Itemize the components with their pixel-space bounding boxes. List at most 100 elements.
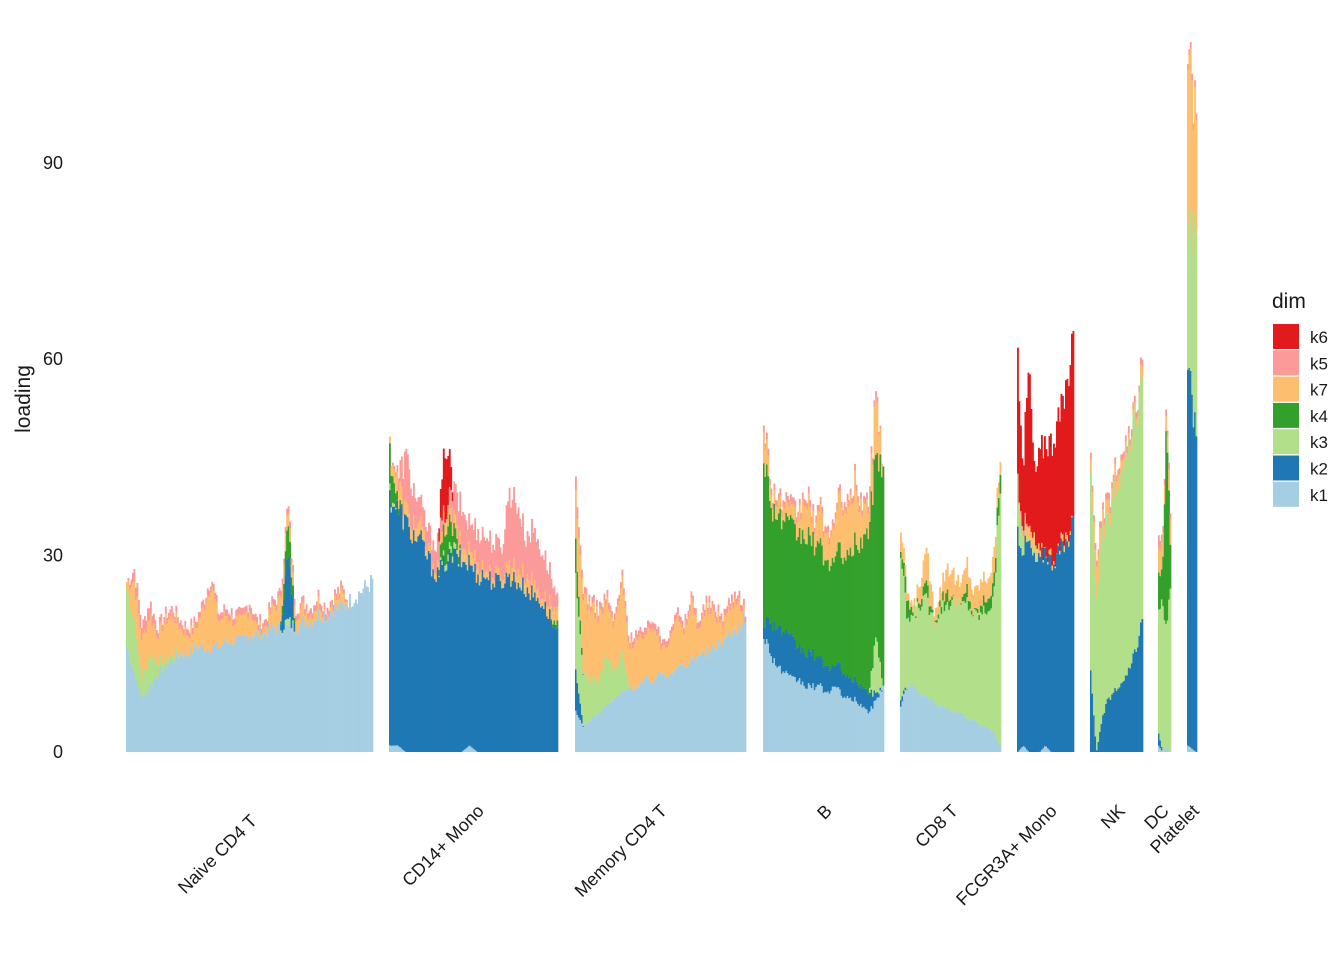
stacked-bar xyxy=(594,612,597,752)
bar-segment-k2 xyxy=(774,629,777,666)
bar-segment-k7 xyxy=(1105,500,1107,515)
stacked-bar xyxy=(483,537,486,752)
bar-segment-k5 xyxy=(1109,507,1112,514)
bar-segment-k7 xyxy=(638,637,640,687)
bar-segment-k7 xyxy=(1103,524,1106,538)
bar-segment-k5 xyxy=(687,610,690,618)
bar-segment-k1 xyxy=(852,701,855,752)
stacked-bar xyxy=(220,612,223,752)
bar-segment-k6 xyxy=(1060,393,1063,533)
stacked-bar xyxy=(815,515,818,752)
stacked-bar xyxy=(961,574,964,752)
stacked-bar xyxy=(313,605,315,752)
stacked-bar xyxy=(608,602,610,752)
bar-segment-k5 xyxy=(1090,452,1092,460)
bar-segment-k5 xyxy=(523,540,526,582)
bar-segment-k7 xyxy=(585,594,588,674)
stacked-bar xyxy=(864,497,867,752)
bar-segment-k7 xyxy=(245,612,248,636)
bar-segment-k1 xyxy=(578,717,580,752)
stacked-bar xyxy=(606,589,609,752)
bar-segment-k4 xyxy=(996,507,999,526)
bar-segment-k1 xyxy=(350,607,353,752)
bar-segment-k1 xyxy=(344,608,347,752)
bar-segment-k2 xyxy=(405,515,408,752)
legend-swatch xyxy=(1273,429,1299,455)
bar-segment-k5 xyxy=(203,604,206,611)
bar-segment-k7 xyxy=(858,511,861,553)
stacked-bar xyxy=(720,613,723,752)
bar-segment-k4 xyxy=(819,538,822,656)
bar-segment-k1 xyxy=(275,633,278,752)
stacked-bar xyxy=(996,487,999,752)
bar-segment-k7 xyxy=(347,608,350,610)
bar-segment-k5 xyxy=(695,608,697,615)
bar-segment-k4 xyxy=(942,591,945,601)
bar-segment-k3 xyxy=(627,684,630,692)
bar-segment-k1 xyxy=(910,685,913,752)
bar-segment-k7 xyxy=(960,582,963,604)
bar-segment-k7 xyxy=(798,505,801,528)
stacked-bar xyxy=(674,614,676,752)
bar-segment-k5 xyxy=(662,639,664,646)
bar-segment-k3 xyxy=(879,661,882,688)
bar-segment-k2 xyxy=(833,666,836,687)
bar-segment-k5 xyxy=(804,500,807,507)
stacked-bar xyxy=(988,576,991,752)
bar-segment-k7 xyxy=(224,616,227,643)
bar-segment-k5 xyxy=(149,601,152,615)
stacked-bar xyxy=(514,502,517,752)
bar-segment-k3 xyxy=(450,546,453,553)
stacked-bar xyxy=(418,497,421,752)
bar-segment-k4 xyxy=(878,471,880,658)
bar-segment-k2 xyxy=(785,629,788,671)
bar-segment-k1 xyxy=(130,665,133,752)
stacked-bar xyxy=(191,627,194,752)
bar-segment-k7 xyxy=(834,518,837,557)
bar-segment-k4 xyxy=(785,512,788,630)
bar-segment-k3 xyxy=(915,617,917,692)
bar-segment-k1 xyxy=(795,682,798,752)
stacked-bar xyxy=(1035,471,1037,752)
bar-segment-k2 xyxy=(414,540,417,752)
bar-segment-k1 xyxy=(716,650,718,752)
stacked-bar xyxy=(1054,447,1057,752)
bar-segment-k7 xyxy=(686,625,688,668)
bar-segment-k5 xyxy=(335,593,338,601)
legend-title: dim xyxy=(1272,290,1306,313)
stacked-bar xyxy=(774,500,777,752)
stacked-bar xyxy=(657,626,660,752)
bar-segment-k4 xyxy=(993,572,996,587)
bar-segment-k6 xyxy=(451,492,454,501)
stacked-bar xyxy=(650,623,652,752)
bar-segment-k5 xyxy=(591,596,594,604)
bar-segment-k7 xyxy=(343,594,345,604)
legend-label: k6 xyxy=(1310,328,1328,347)
bar-segment-k4 xyxy=(773,503,776,622)
bar-segment-k1 xyxy=(163,668,166,752)
bar-segment-k7 xyxy=(978,590,981,615)
bar-segment-k5 xyxy=(157,633,160,640)
bar-segment-k5 xyxy=(665,641,667,649)
stacked-bar xyxy=(982,571,985,752)
bar-segment-k3 xyxy=(621,650,624,691)
bar-segment-k3 xyxy=(445,564,448,571)
bar-segment-k5 xyxy=(169,609,172,616)
bar-segment-k1 xyxy=(827,691,830,752)
bar-segment-k1 xyxy=(355,599,357,752)
bar-segment-k1 xyxy=(913,683,916,752)
bar-segment-k4 xyxy=(804,543,807,657)
bar-segment-k2 xyxy=(813,660,816,691)
bar-segment-k2 xyxy=(444,571,447,752)
bar-segment-k1 xyxy=(157,677,160,752)
bar-segment-k5 xyxy=(190,618,193,626)
bar-segment-k7 xyxy=(581,577,583,648)
bar-segment-k7 xyxy=(229,621,232,645)
stacked-bar xyxy=(194,621,197,752)
stacked-bar xyxy=(689,604,691,752)
stacked-bar xyxy=(780,510,783,752)
bar-segment-k7 xyxy=(590,612,592,683)
bar-segment-k4 xyxy=(861,548,864,689)
bar-segment-k5 xyxy=(597,615,600,622)
bar-segment-k7 xyxy=(1063,545,1066,553)
